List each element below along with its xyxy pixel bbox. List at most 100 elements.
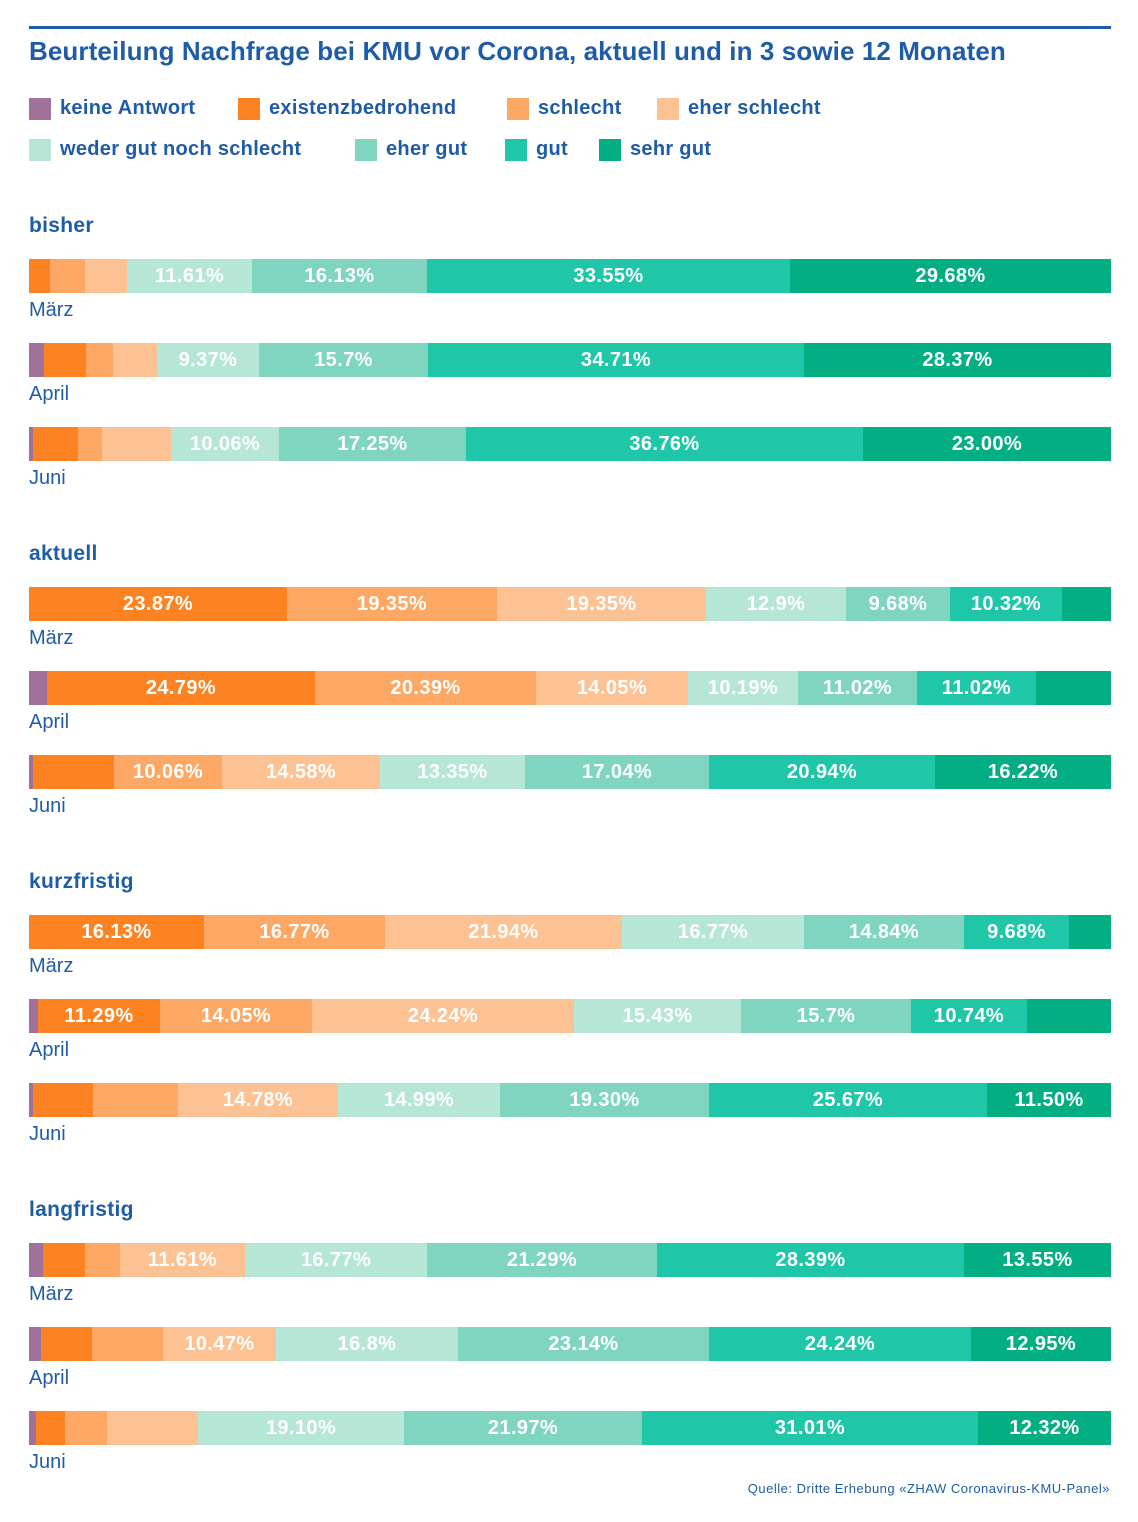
data-label: 33.55% — [573, 264, 644, 287]
bar-segment-keine-antwort — [29, 755, 33, 789]
bar-segment-eher-schlecht — [102, 427, 171, 461]
legend-swatch — [507, 97, 529, 120]
data-label: 34.71% — [580, 348, 652, 371]
bar-segment-weder-gut-noch-schlecht: 14.99% — [338, 1083, 500, 1117]
bar-segment-sehr-gut: 12.95% — [971, 1327, 1111, 1361]
bar-segment-sehr-gut — [1036, 671, 1111, 705]
bar-segment-weder-gut-noch-schlecht: 10.19% — [688, 671, 798, 705]
bar-segment-keine-antwort — [29, 1083, 33, 1117]
bar-segment-eher-gut: 15.7% — [741, 999, 911, 1033]
data-label: 29.68% — [915, 264, 986, 287]
bar-segment-weder-gut-noch-schlecht: 11.61% — [127, 259, 252, 293]
bar-segment-gut: 10.74% — [911, 999, 1027, 1033]
data-label: 14.99% — [383, 1088, 455, 1111]
group-title-langfristig: langfristig — [29, 1198, 134, 1221]
legend-item-eher-schlecht: eher schlecht — [657, 97, 821, 120]
data-label: 13.55% — [1002, 1248, 1073, 1271]
data-label: 15.7% — [314, 348, 373, 371]
source-note: Quelle: Dritte Erhebung «ZHAW Coronaviru… — [747, 1481, 1110, 1496]
bar-segment-existenzbedrohend — [33, 427, 78, 461]
bar-segment-eher-schlecht: 10.47% — [163, 1327, 276, 1361]
bar-segment-eher-gut: 15.7% — [259, 343, 428, 377]
bar-bisher-maerz: 11.61% 16.13% 33.55% 29.68% — [29, 259, 1111, 293]
bar-segment-schlecht: 10.06% — [114, 755, 222, 789]
data-label: 12.95% — [1005, 1332, 1077, 1355]
data-label: 31.01% — [774, 1416, 846, 1439]
data-label: 16.13% — [81, 920, 152, 943]
data-label: 19.35% — [356, 592, 428, 615]
bar-segment-gut: 20.94% — [709, 755, 935, 789]
data-label: 21.97% — [487, 1416, 559, 1439]
bar-aktuell-juni: 10.06% 14.58% 13.35% 17.04% 20.94% 16.22% — [29, 755, 1111, 789]
bar-segment-eher-schlecht: 24.24% — [312, 999, 574, 1033]
bar-segment-schlecht — [93, 1083, 178, 1117]
data-label: 14.78% — [222, 1088, 294, 1111]
data-label: 11.61% — [154, 264, 225, 287]
bar-segment-existenzbedrohend — [36, 1411, 65, 1445]
data-label: 15.7% — [796, 1004, 856, 1027]
data-label: 21.94% — [468, 920, 539, 943]
data-label: 16.77% — [300, 1248, 372, 1271]
bar-segment-existenzbedrohend — [43, 1243, 85, 1277]
legend-label: weder gut noch schlecht — [60, 138, 302, 160]
bar-segment-sehr-gut: 28.37% — [804, 343, 1111, 377]
bar-segment-existenzbedrohend — [44, 343, 86, 377]
bar-langfristig-maerz: 11.61% 16.77% 21.29% 28.39% 13.55% — [29, 1243, 1111, 1277]
bar-segment-keine-antwort — [29, 999, 38, 1033]
bar-segment-sehr-gut: 23.00% — [863, 427, 1111, 461]
legend-item-gut: gut — [505, 138, 568, 161]
bar-kurzfristig-maerz: 16.13% 16.77% 21.94% 16.77% 14.84% 9.68% — [29, 915, 1111, 949]
bar-segment-eher-gut: 9.68% — [846, 587, 950, 621]
bar-segment-eher-schlecht — [85, 259, 127, 293]
bar-segment-keine-antwort — [29, 427, 33, 461]
data-label: 16.8% — [337, 1332, 397, 1355]
bar-segment-gut: 31.01% — [642, 1411, 978, 1445]
bar-segment-existenzbedrohend — [33, 755, 114, 789]
legend-item-schlecht: schlecht — [507, 97, 622, 120]
data-label: 17.25% — [337, 432, 408, 455]
bar-segment-gut: 25.67% — [709, 1083, 987, 1117]
data-label: 16.13% — [304, 264, 375, 287]
bar-segment-sehr-gut: 12.32% — [978, 1411, 1111, 1445]
bar-segment-schlecht: 20.39% — [315, 671, 536, 705]
bar-segment-keine-antwort — [29, 1243, 43, 1277]
legend-swatch — [599, 138, 621, 161]
data-label: 23.00% — [951, 432, 1023, 455]
legend-swatch — [29, 138, 51, 161]
legend-item-keine-antwort: keine Antwort — [29, 97, 195, 120]
data-label: 10.19% — [707, 676, 779, 699]
bar-segment-gut: 33.55% — [427, 259, 790, 293]
bar-segment-eher-schlecht — [113, 343, 157, 377]
bar-segment-schlecht — [65, 1411, 107, 1445]
data-label: 11.50% — [1014, 1088, 1084, 1111]
data-label: 14.58% — [265, 760, 337, 783]
bar-segment-schlecht — [50, 259, 85, 293]
group-title-kurzfristig: kurzfristig — [29, 870, 134, 893]
bar-segment-eher-schlecht: 19.35% — [497, 587, 706, 621]
legend-item-weder-gut-noch-schlecht: weder gut noch schlecht — [29, 138, 301, 161]
bar-bisher-april: 9.37% 15.7% 34.71% 28.37% — [29, 343, 1111, 377]
bar-segment-eher-schlecht: 11.61% — [120, 1243, 245, 1277]
legend-label: gut — [536, 138, 568, 160]
bar-segment-existenzbedrohend: 24.79% — [47, 671, 315, 705]
bar-segment-schlecht: 16.77% — [204, 915, 385, 949]
data-label: 16.77% — [259, 920, 330, 943]
bar-segment-gut: 34.71% — [428, 343, 804, 377]
data-label: 16.22% — [987, 760, 1059, 783]
data-label: 14.05% — [576, 676, 648, 699]
bar-segment-gut: 10.32% — [950, 587, 1062, 621]
row-label-april: April — [29, 1367, 70, 1389]
data-label: 16.77% — [677, 920, 749, 943]
legend-swatch — [505, 138, 527, 161]
row-label-maerz: März — [29, 1283, 74, 1305]
data-label: 9.68% — [987, 920, 1046, 943]
data-label: 20.39% — [390, 676, 461, 699]
legend-label: sehr gut — [630, 138, 712, 160]
data-label: 11.29% — [64, 1004, 134, 1027]
row-label-april: April — [29, 1039, 70, 1061]
bar-segment-eher-gut: 21.29% — [427, 1243, 657, 1277]
bar-segment-keine-antwort — [29, 1327, 41, 1361]
bar-segment-eher-schlecht: 14.05% — [536, 671, 688, 705]
legend-swatch — [29, 97, 51, 120]
bar-segment-weder-gut-noch-schlecht: 10.06% — [171, 427, 279, 461]
